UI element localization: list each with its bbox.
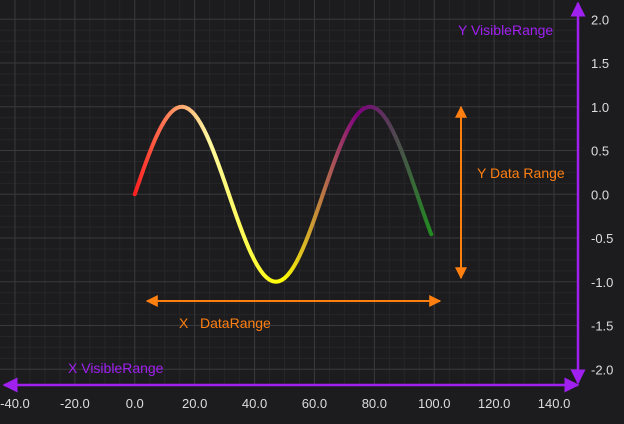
grid-minor bbox=[0, 0, 578, 385]
x-axis-tick-labels: -40.0 -20.0 0.0 20.0 40.0 60.0 80.0 100.0 120.0 1… bbox=[0, 396, 570, 411]
series-layer bbox=[132, 104, 434, 284]
y-tick-label: -2.0 bbox=[591, 362, 613, 377]
x-tick-label: 60.0 bbox=[302, 396, 327, 411]
y-axis-tick-labels: 2.0 1.5 1.0 0.5 0.0 -0.5 -1.0 -1.5 -2.0 bbox=[591, 12, 613, 377]
x-tick-label: 80.0 bbox=[362, 396, 387, 411]
y-tick-label: 2.0 bbox=[591, 12, 609, 27]
sine-series-line bbox=[132, 104, 434, 284]
y-tick-label: 0.0 bbox=[591, 187, 609, 202]
y-tick-label: 0.5 bbox=[591, 144, 609, 159]
y-tick-label: -1.0 bbox=[591, 275, 613, 290]
y-tick-label: -1.5 bbox=[591, 319, 613, 334]
y-data-range-label: Y Data Range bbox=[477, 165, 565, 181]
x-tick-label: -40.0 bbox=[0, 396, 30, 411]
x-tick-label: -20.0 bbox=[60, 396, 90, 411]
y-visible-range-label: Y VisibleRange bbox=[458, 22, 553, 38]
grid-major bbox=[0, 0, 578, 385]
x-tick-label: 0.0 bbox=[126, 396, 144, 411]
y-tick-label: 1.5 bbox=[591, 56, 609, 71]
x-tick-label: 120.0 bbox=[478, 396, 511, 411]
x-tick-label: 100.0 bbox=[418, 396, 451, 411]
y-tick-label: -0.5 bbox=[591, 231, 613, 246]
x-tick-label: 20.0 bbox=[182, 396, 207, 411]
x-visible-range-label: X VisibleRange bbox=[68, 360, 164, 376]
x-data-range-label: X DataRange bbox=[179, 315, 271, 331]
y-tick-label: 1.0 bbox=[591, 100, 609, 115]
x-tick-label: 140.0 bbox=[538, 396, 571, 411]
plot-background bbox=[0, 0, 578, 385]
x-tick-label: 40.0 bbox=[242, 396, 267, 411]
